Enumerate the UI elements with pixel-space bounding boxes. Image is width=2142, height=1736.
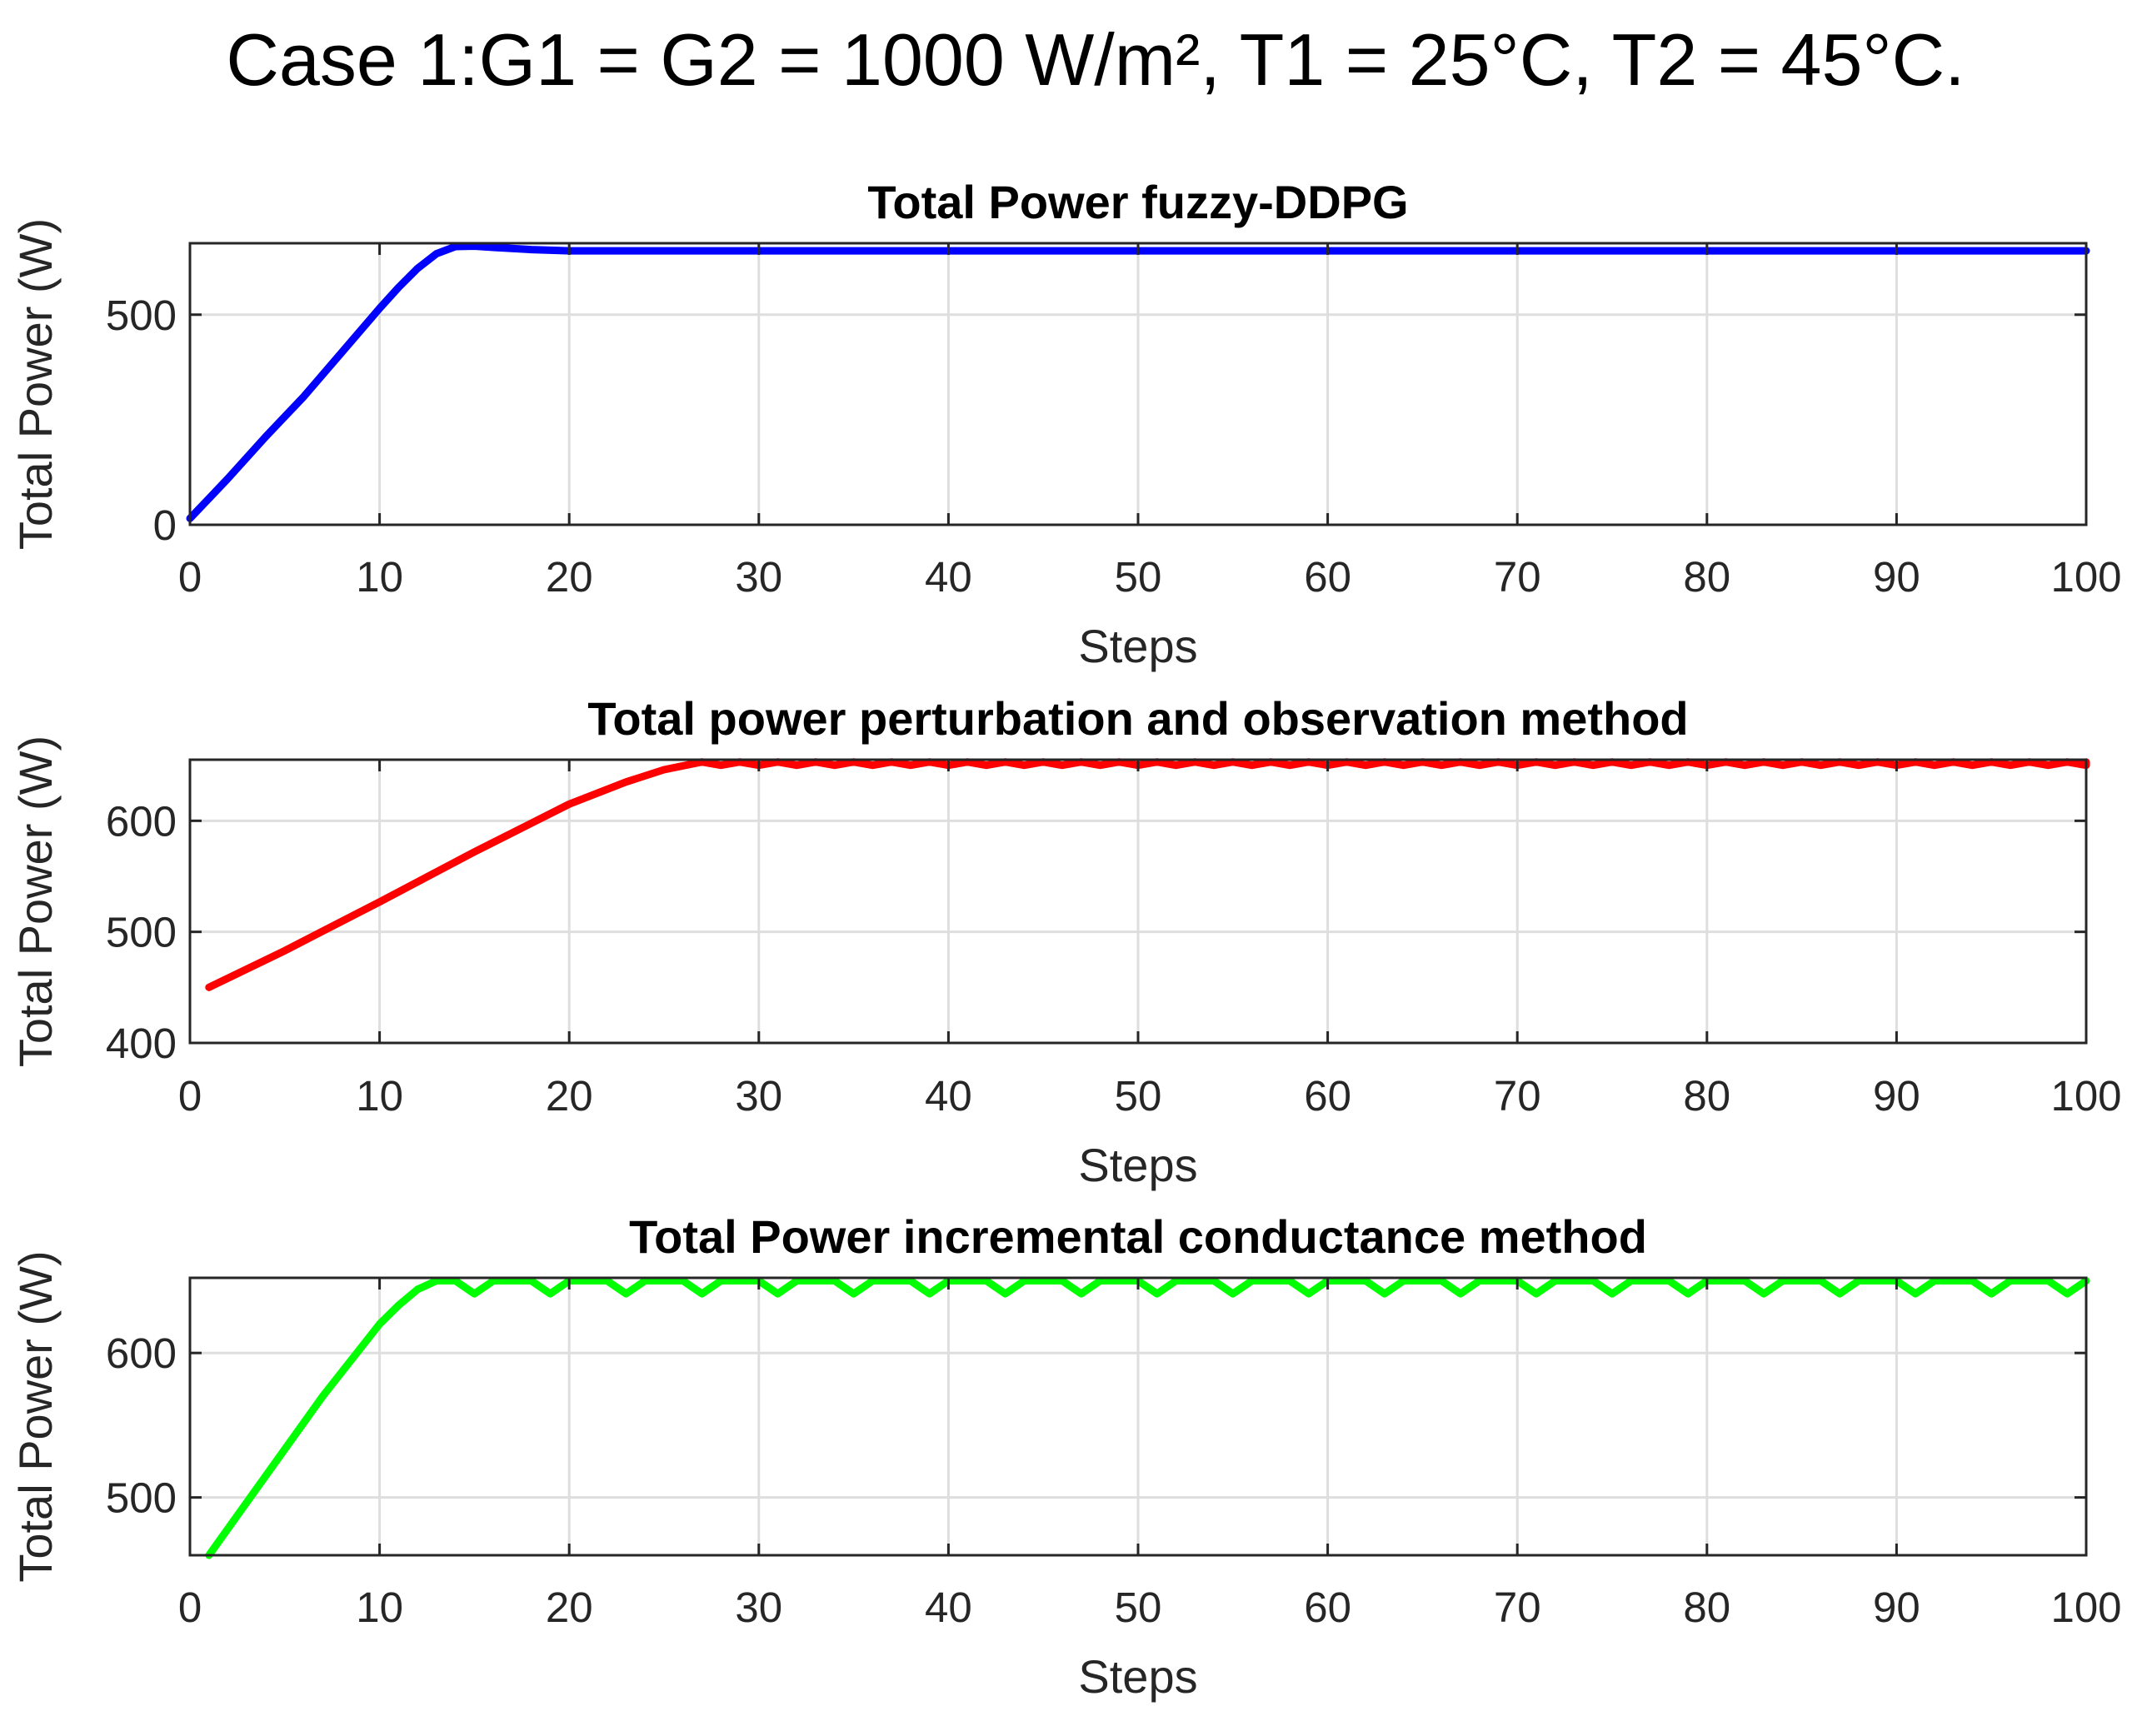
- x-axis-label: Steps: [1078, 620, 1197, 672]
- x-tick-label: 30: [735, 553, 782, 601]
- x-tick-label: 10: [356, 1072, 403, 1120]
- y-tick-label: 400: [106, 1020, 177, 1067]
- x-tick-label: 70: [1494, 553, 1541, 601]
- x-tick-label: 0: [178, 553, 202, 601]
- x-tick-label: 90: [1873, 1584, 1920, 1631]
- x-tick-label: 0: [178, 1584, 202, 1631]
- y-tick-label: 500: [106, 909, 177, 956]
- x-tick-label: 80: [1683, 1072, 1730, 1120]
- x-tick-label: 80: [1683, 1584, 1730, 1631]
- series-line: [205, 758, 2090, 991]
- y-tick-label: 500: [106, 1474, 177, 1522]
- y-tick-label: 0: [153, 501, 177, 549]
- subplot-perturb-observe: 0 10 20 30 40 50 60 70 80 90 100 400 500 600 Total pow…: [9, 692, 2122, 1191]
- x-tick-label: 20: [546, 1072, 593, 1120]
- x-tick-label: 50: [1115, 1584, 1162, 1631]
- subplot-incremental-conductance: 0 10 20 30 40 50 60 70 80 90 100 500 600 Total Power …: [9, 1210, 2122, 1703]
- subplot-title: Total power perturbation and observation…: [587, 692, 1688, 745]
- x-tick-label: 50: [1115, 553, 1162, 601]
- y-axis-label: Total Power (W): [9, 1250, 62, 1582]
- x-tick-label: 60: [1304, 1584, 1351, 1631]
- y-axis-label: Total Power (W): [9, 218, 62, 550]
- x-tick-label: 20: [546, 1584, 593, 1631]
- x-tick-label: 40: [925, 1584, 972, 1631]
- x-tick-label: 90: [1873, 553, 1920, 601]
- subplot-title: Total Power fuzzy-DDPG: [867, 176, 1408, 228]
- y-tick-label: 500: [106, 292, 177, 339]
- x-tick-label: 10: [356, 553, 403, 601]
- x-tick-label: 60: [1304, 1072, 1351, 1120]
- x-tick-label: 30: [735, 1072, 782, 1120]
- figure-title: Case 1:G1 = G2 = 1000 W/m², T1 = 25°C, T…: [226, 18, 1965, 101]
- x-tick-label: 100: [2050, 1584, 2121, 1631]
- x-tick-label: 90: [1873, 1072, 1920, 1120]
- x-tick-label: 100: [2050, 1072, 2121, 1120]
- x-tick-label: 50: [1115, 1072, 1162, 1120]
- x-tick-label: 40: [925, 1072, 972, 1120]
- x-tick-label: 70: [1494, 1584, 1541, 1631]
- subplot-fuzzy-ddpg: 0 10 20 30 40 50 60 70 80 90 100 0 500 Total Power fu…: [9, 176, 2122, 672]
- x-tick-label: 30: [735, 1584, 782, 1631]
- x-axis-label: Steps: [1078, 1650, 1197, 1703]
- series-line: [186, 242, 2090, 522]
- x-tick-label: 60: [1304, 553, 1351, 601]
- x-tick-label: 0: [178, 1072, 202, 1120]
- y-tick-label: 600: [106, 797, 177, 845]
- x-tick-label: 20: [546, 553, 593, 601]
- x-tick-label: 10: [356, 1584, 403, 1631]
- x-tick-label: 100: [2050, 553, 2121, 601]
- y-tick-label: 600: [106, 1329, 177, 1377]
- subplot-title: Total Power incremental conductance meth…: [629, 1210, 1647, 1263]
- series-line: [205, 1277, 2090, 1559]
- y-axis-label: Total Power (W): [9, 736, 62, 1067]
- x-tick-label: 40: [925, 553, 972, 601]
- x-axis-label: Steps: [1078, 1139, 1197, 1191]
- x-tick-label: 80: [1683, 553, 1730, 601]
- x-tick-label: 70: [1494, 1072, 1541, 1120]
